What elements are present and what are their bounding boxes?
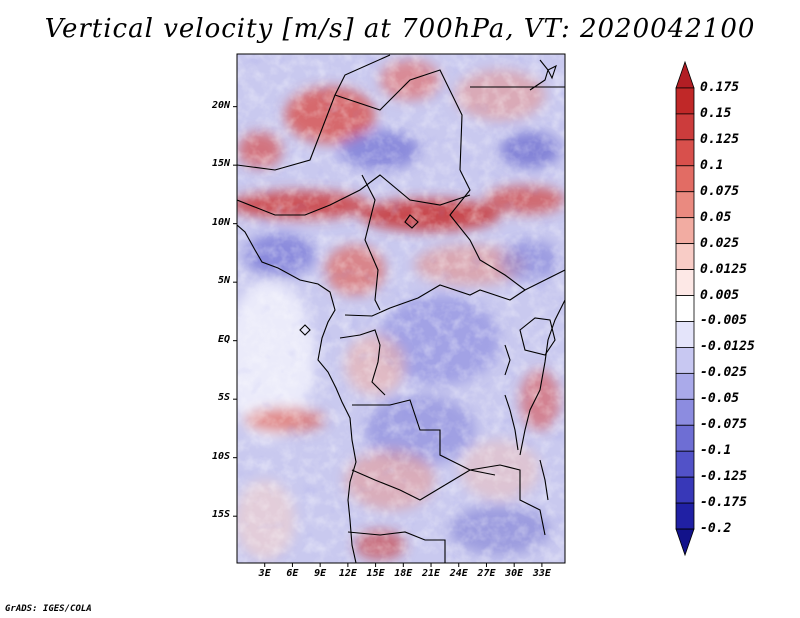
colorbar-box — [675, 321, 695, 348]
colorbar-box — [675, 87, 695, 115]
lat-label: 5N — [217, 275, 230, 287]
lat-label: 10S — [211, 450, 230, 462]
colorbar-level-label: -0.075 — [700, 417, 747, 433]
colorbar-box — [675, 502, 695, 530]
central-border-1 — [344, 284, 526, 317]
colorbar-level-label: 0.0125 — [700, 261, 747, 277]
lat-label: 10N — [211, 216, 230, 228]
colorbar-box — [675, 139, 695, 167]
island-2 — [547, 64, 557, 80]
lat-label: 15S — [211, 509, 230, 521]
west-africa-coastline — [237, 224, 357, 563]
lake-albert — [504, 344, 511, 376]
lake-tanganyika — [504, 394, 519, 451]
south-border-2 — [444, 464, 546, 536]
lon-label: 30E — [505, 568, 524, 579]
colorbar-box — [675, 424, 695, 452]
colorbar-level-label: 0.005 — [700, 287, 740, 303]
colorbar-level-label: 0.1 — [700, 157, 724, 173]
lat-label: 5S — [217, 392, 230, 404]
central-border-2 — [339, 329, 386, 396]
colorbar-bottom-arrow — [675, 528, 695, 557]
central-border-4 — [351, 469, 446, 501]
south-border-1 — [347, 531, 446, 563]
lon-ticks — [264, 563, 543, 567]
colorbar-level-label: -0.0125 — [700, 339, 755, 355]
lat-label: 15N — [211, 158, 230, 170]
colorbar-box — [675, 243, 695, 270]
map-title: Vertical velocity [m/s] at 700hPa, VT: 2… — [44, 14, 756, 44]
shaded-field — [237, 54, 565, 563]
east-coast — [519, 299, 565, 456]
colorbar-box — [675, 476, 695, 504]
central-border-3 — [352, 399, 496, 476]
colorbar-level-label: -0.125 — [700, 469, 747, 485]
sahara-border-1 — [237, 54, 391, 171]
colorbar-box — [675, 372, 695, 400]
colorbar-box — [675, 269, 695, 296]
map-frame — [236, 53, 566, 564]
lon-label: 33E — [532, 568, 551, 579]
grads-credit: GrADS: IGES/COLA — [5, 604, 92, 614]
lon-label: 27E — [477, 568, 496, 579]
colorbar-level-label: -0.025 — [700, 365, 747, 381]
lake-victoria — [519, 317, 556, 356]
lon-label: 12E — [338, 568, 357, 579]
lon-label: 24E — [449, 568, 468, 579]
colorbar-boxes — [675, 60, 695, 557]
lon-label: 3E — [258, 568, 271, 579]
lon-label: 18E — [394, 568, 413, 579]
lat-label: 20N — [211, 99, 230, 111]
colorbar-level-label: 0.075 — [700, 183, 740, 199]
colorbar-level-label: 0.175 — [700, 79, 740, 95]
sahel-border-3 — [449, 169, 565, 291]
colorbar-top-arrow — [675, 60, 695, 89]
colorbar-level-label: -0.005 — [700, 313, 747, 329]
colorbar-level-label: -0.2 — [700, 521, 732, 537]
colorbar-box — [675, 217, 695, 245]
sahara-border-2 — [334, 69, 463, 171]
colorbar-level-label: 0.125 — [700, 131, 740, 147]
lon-label: 15E — [366, 568, 385, 579]
coastlines-borders — [237, 54, 565, 563]
colorbar-level-label: -0.1 — [700, 443, 732, 459]
colorbar-box — [675, 191, 695, 219]
colorbar-box — [675, 398, 695, 426]
lat-label: EQ — [217, 333, 230, 345]
colorbar-level-label: -0.05 — [700, 391, 740, 407]
colorbar-box — [675, 165, 695, 193]
sahel-border-2 — [361, 174, 381, 311]
lake-malawi — [539, 459, 549, 501]
colorbar-box — [675, 450, 695, 478]
lake-chad — [404, 214, 419, 229]
colorbar-level-label: 0.05 — [700, 209, 732, 225]
colorbar-level-label: 0.025 — [700, 235, 740, 251]
lat-ticks — [233, 106, 237, 517]
colorbar-box — [675, 347, 695, 374]
lon-label: 21E — [421, 568, 441, 579]
colorbar-level-label: -0.175 — [700, 495, 747, 511]
colorbar-box — [675, 113, 695, 141]
east-coast-north — [529, 59, 549, 91]
colorbar-level-label: 0.15 — [700, 105, 732, 121]
lon-label: 9E — [314, 568, 327, 579]
lon-label: 6E — [286, 568, 299, 579]
island-1 — [299, 324, 311, 336]
sahel-border-1 — [237, 174, 471, 216]
colorbar-box — [675, 295, 695, 322]
